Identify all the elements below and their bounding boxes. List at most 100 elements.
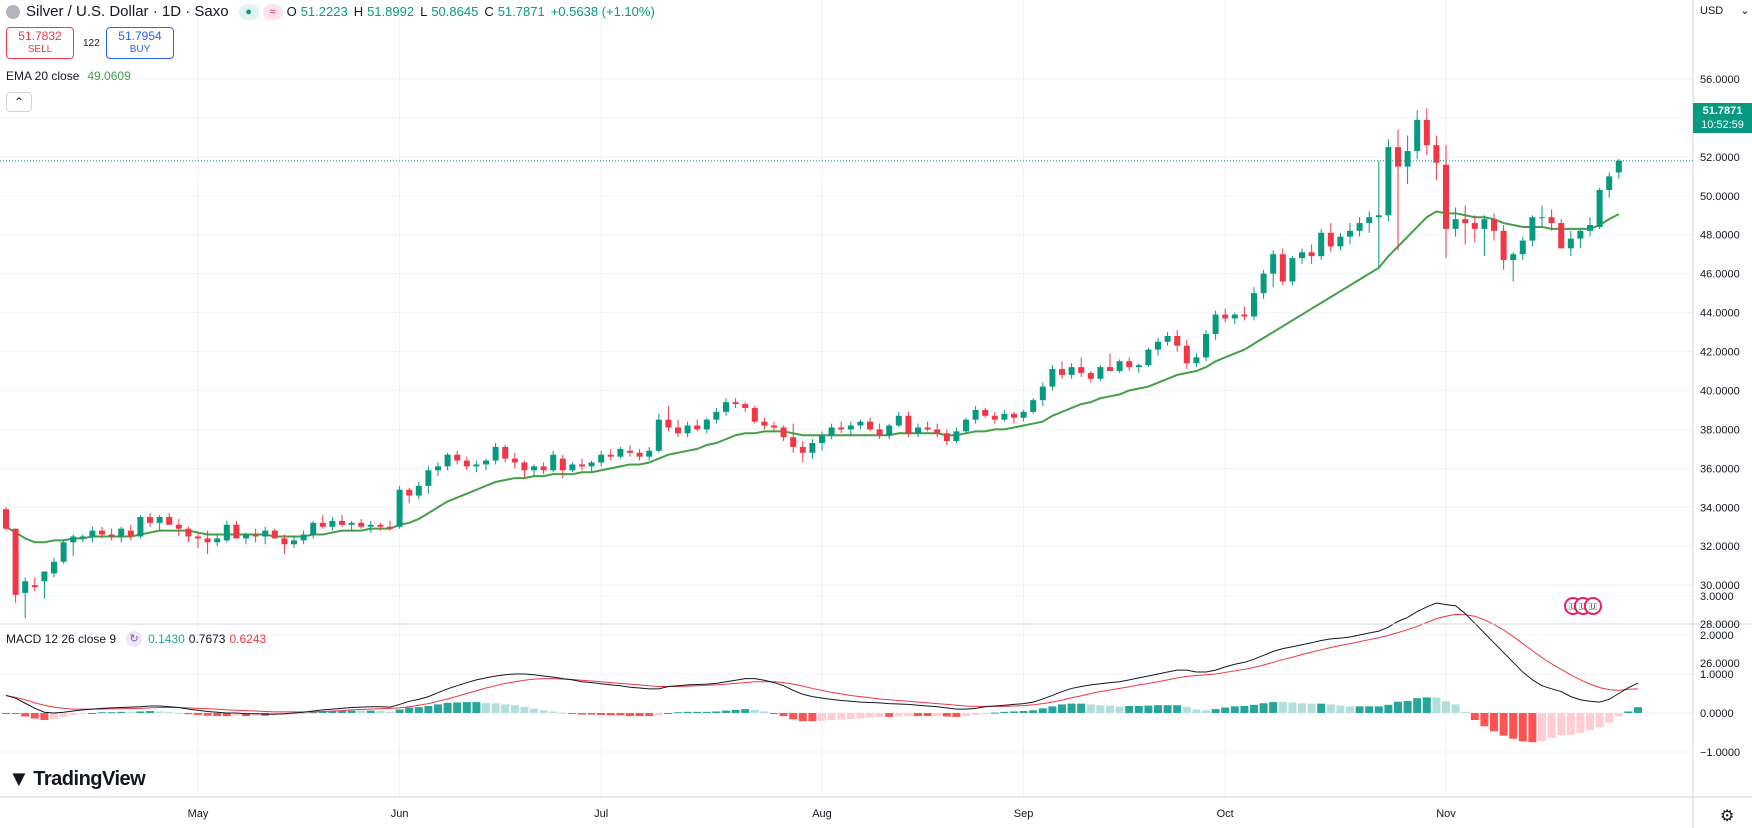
time-axis-label: Aug <box>812 808 832 820</box>
macd-histogram-bar <box>654 713 663 716</box>
candle-body <box>771 425 777 428</box>
macd-histogram-bar <box>1192 709 1201 713</box>
macd-histogram-bar <box>1595 713 1604 728</box>
candle-body <box>1327 232 1334 247</box>
macd-histogram-bar <box>1211 709 1220 713</box>
macd-histogram-bar <box>683 711 692 713</box>
ema-legend[interactable]: EMA 20 close 49.0609 <box>6 69 135 83</box>
candle-body <box>742 404 749 408</box>
candle-body <box>1606 176 1613 190</box>
macd-histogram-bar <box>722 710 730 713</box>
candle-body <box>214 538 221 543</box>
macd-histogram-bar <box>184 713 193 715</box>
macd-histogram-bar <box>1278 702 1287 713</box>
macd-histogram-bar <box>520 706 529 713</box>
collapse-legend-button[interactable]: ⌃ <box>6 92 32 112</box>
macd-histogram-bar <box>501 704 510 713</box>
macd-histogram-bar <box>309 712 318 714</box>
macd-histogram-bar <box>434 704 442 713</box>
candle-body <box>233 524 240 539</box>
candle-body <box>1107 367 1113 371</box>
macd-histogram-bar <box>1451 704 1460 713</box>
macd-histogram-bar <box>376 711 385 713</box>
macd-histogram-bar <box>232 713 241 716</box>
macd-tick-label: 3.0000 <box>1700 591 1734 603</box>
time-axis-label: May <box>188 808 209 820</box>
macd-histogram-bar <box>846 713 855 719</box>
close-label: C <box>484 4 494 19</box>
macd-histogram-bar <box>98 712 106 714</box>
macd-histogram-bar <box>1509 713 1518 739</box>
macd-histogram-bar <box>1605 713 1614 723</box>
candle-body <box>79 536 86 539</box>
candle-body <box>819 435 825 444</box>
symbol-legend: Silver / U.S. Dollar · 1D · Saxo ● ≈ O 51… <box>6 3 661 20</box>
candle-body <box>598 454 605 463</box>
economic-events[interactable]: 🇺 🇺 🇺 <box>1564 597 1602 615</box>
candle-body <box>665 419 672 428</box>
sell-label: SELL <box>27 44 53 55</box>
macd-histogram-bar <box>549 711 558 713</box>
candle-body <box>415 485 422 496</box>
candle-body <box>867 421 873 430</box>
candle-body <box>1529 217 1536 241</box>
macd-tick-label: −1.0000 <box>1700 747 1740 759</box>
candle-body <box>339 520 345 525</box>
macd-histogram-bar <box>491 703 500 713</box>
candle-body <box>1414 119 1421 152</box>
macd-histogram-bar <box>1221 707 1230 713</box>
candle-body <box>1030 400 1037 412</box>
candle-body <box>1116 361 1123 371</box>
macd-line <box>5 602 1639 715</box>
candle-body <box>425 470 432 486</box>
refresh-icon[interactable]: ↻ <box>126 631 143 647</box>
macd-histogram-bar <box>1336 705 1345 713</box>
candle-body <box>646 450 653 457</box>
open-label: O <box>286 4 297 19</box>
macd-histogram-bar <box>1067 703 1076 713</box>
macd-histogram-bar <box>693 711 702 713</box>
tradingview-logo[interactable]: ▼ TradingView <box>8 766 146 792</box>
currency-selector[interactable]: USD ⌄ <box>1700 4 1750 17</box>
symbol-title[interactable]: Silver / U.S. Dollar · 1D · Saxo <box>26 3 229 20</box>
macd-histogram-bar <box>1259 703 1268 713</box>
candle-body <box>502 446 509 459</box>
macd-histogram-bar <box>462 702 471 713</box>
candle-body <box>1270 254 1277 274</box>
candle-body <box>1443 164 1449 229</box>
market-open-icon: ● <box>238 3 259 20</box>
candle-body <box>22 581 29 593</box>
grid-lines <box>0 0 1693 797</box>
candle-body <box>166 517 173 525</box>
macd-histogram-bar <box>1403 700 1412 713</box>
gear-icon[interactable]: ⚙ <box>1720 808 1735 825</box>
macd-histogram-bar <box>482 702 490 713</box>
macd-histogram-bar <box>741 709 750 713</box>
macd-histogram-bar <box>251 713 260 716</box>
macd-histogram-bar <box>1586 713 1594 731</box>
candle-body <box>1279 254 1286 282</box>
macd-histogram-bar <box>1480 713 1489 727</box>
macd-histogram-bar <box>1576 713 1585 733</box>
candle-body <box>463 460 470 467</box>
price-tick-label: 32.0000 <box>1700 541 1740 553</box>
macd-legend[interactable]: MACD 12 26 close 9 ↻ 0.1430 0.7673 0.624… <box>6 631 270 647</box>
candle-body <box>915 427 921 434</box>
macd-histogram-bar <box>1442 701 1450 713</box>
macd-histogram-bar <box>1144 705 1153 713</box>
macd-histogram-bar <box>1490 713 1498 732</box>
chevron-down-icon: ⌄ <box>1740 5 1750 17</box>
candle-body <box>857 421 864 426</box>
sell-button[interactable]: 51.7832 SELL <box>6 27 74 59</box>
macd-histogram-bar <box>1518 713 1527 742</box>
macd-histogram-bar <box>971 713 980 715</box>
chevron-up-icon: ⌃ <box>13 95 25 109</box>
us-flag-icon[interactable]: 🇺 <box>1584 597 1602 615</box>
candle-body <box>780 427 787 438</box>
candle-body <box>70 536 77 543</box>
candle-body <box>1174 335 1181 346</box>
candle-body <box>1615 160 1622 173</box>
buy-button[interactable]: 51.7954 BUY <box>106 27 174 59</box>
